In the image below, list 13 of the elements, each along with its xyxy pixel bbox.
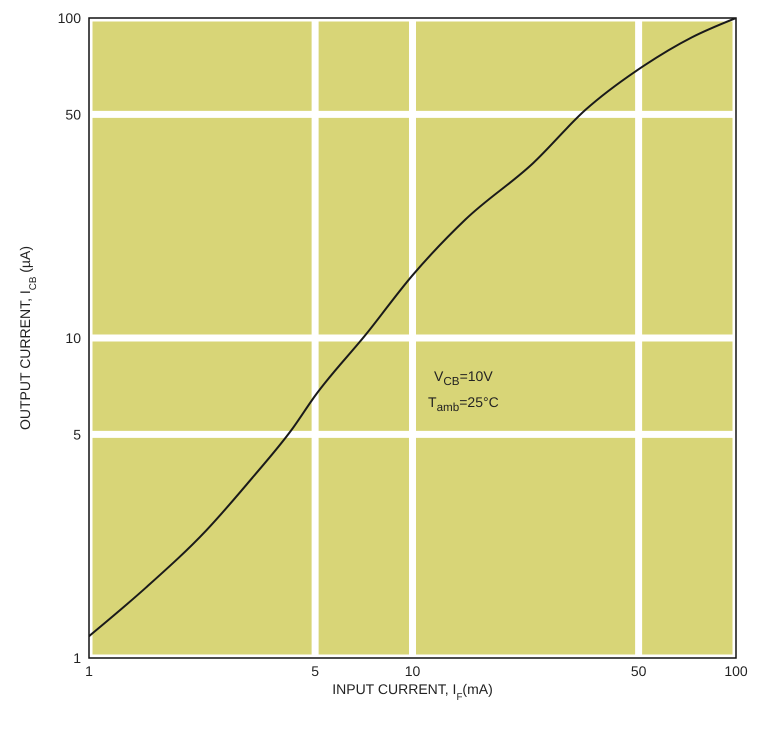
x-tick-label: 10 — [404, 662, 420, 679]
y-tick-label: 10 — [65, 330, 82, 346]
annotation: T$_{amb}$=25°C — [428, 392, 499, 416]
x-tick-label: 1 — [85, 662, 94, 679]
y-tick-label: 1 — [73, 650, 82, 666]
y-tick-label: 100 — [58, 10, 82, 26]
x-axis-title: INPUT CURRENT, I$_{F}$(mA) — [332, 681, 493, 702]
y-tick-label: 5 — [73, 426, 82, 442]
x-tick-label: 50 — [630, 662, 647, 679]
x-tick-label: 100 — [724, 662, 748, 679]
y-tick-label: 50 — [65, 106, 82, 122]
x-tick-label: 5 — [311, 662, 320, 679]
annotation: V$_{CB}$=10V — [433, 367, 494, 390]
